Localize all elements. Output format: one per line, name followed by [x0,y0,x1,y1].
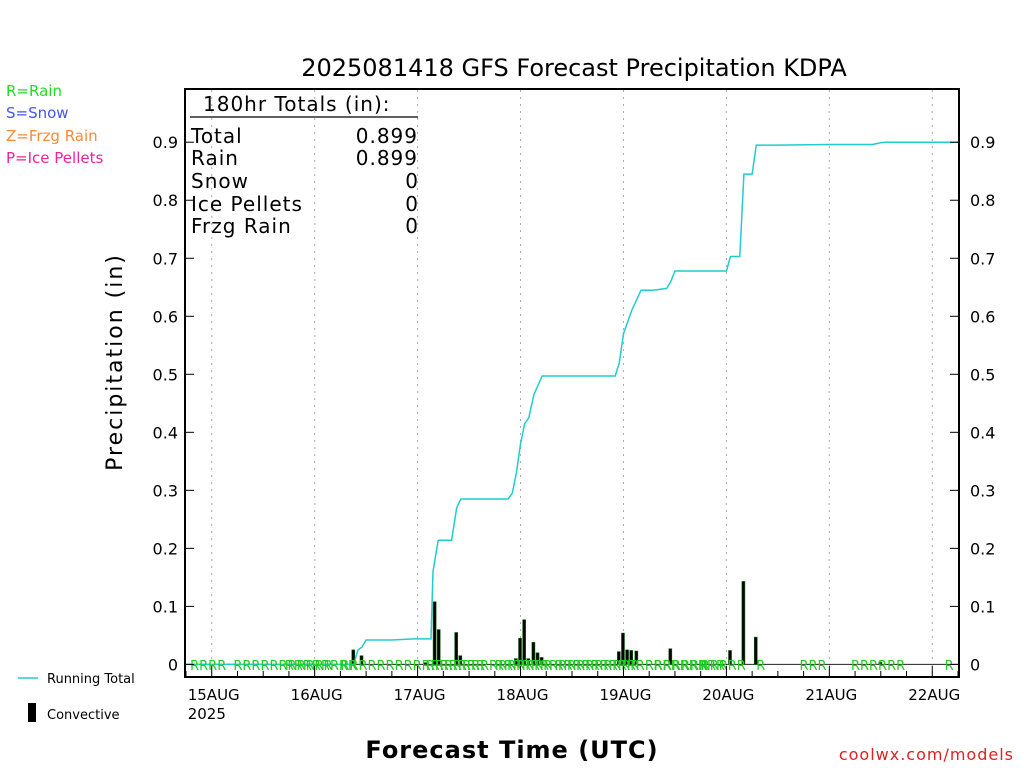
totals-snow-value: 0 [405,169,418,193]
precip-bar [531,642,536,665]
y-tick-label-left: 0.5 [153,365,178,384]
precip-bar [539,657,544,665]
y-tick-label-right: 0 [970,655,980,674]
x-tick-label: 18AUG [497,686,549,704]
precip-type-marker: RRRRR [701,659,746,674]
totals-rain-label: Rain [191,146,239,170]
precip-type-marker: RRRRRRRRRRR [233,659,332,674]
totals-total-label: Total [190,124,243,148]
y-tick-label-right: 0.3 [970,481,995,500]
precip-bar [629,650,634,665]
y-tick-label-left: 0.4 [153,423,178,442]
y-tick-label-right: 0.9 [970,133,995,152]
precip-type-markers: RRRR RRRRRRRRRRRRRRRRRRRRRRRRRRRRRRRRRRRR… [190,659,954,674]
precip-type-marker: RRRRRR [851,659,905,674]
legend-rain: R=Rain [6,82,62,100]
y-tick-label-left: 0.6 [153,307,178,326]
totals-ice-pellets-value: 0 [405,192,418,216]
totals-snow-label: Snow [191,169,249,193]
x-tick-label: 16AUG [291,686,343,704]
precip-type-marker: RRRRRRRR [285,659,357,674]
precip-type-marker: RRR [799,659,826,674]
y-tick-label-right: 0.2 [970,539,995,558]
y-tick-label-left: 0.2 [153,539,178,558]
precip-bar [432,601,437,665]
precip-bar [458,655,463,665]
precip-bar [753,636,758,665]
totals-ice-pellets-label: Ice Pellets [191,192,303,216]
totals-freezing-rain-value: 0 [405,214,418,238]
precip-bar [668,648,673,665]
y-tick-label-left: 0.1 [153,597,178,616]
legend-freezing-rain: Z=Frzg Rain [6,127,98,145]
precip-bar [728,650,732,665]
totals-total-value: 0.899 [356,124,418,148]
y-tick-label-right: 0.5 [970,365,995,384]
precip-type-marker: RRRRRR [671,659,725,674]
y-tick-label-left: 0.9 [153,133,178,152]
precip-type-marker: RRRR [190,659,226,674]
x-tick-label: 17AUG [394,686,446,704]
precip-bar [617,651,621,665]
totals-rain-value: 0.899 [356,146,418,170]
series-legend: Running Total Convective [18,672,135,723]
plot-frame [184,88,960,678]
precip-type-marker: RRRRRRRRRRRRRRRRR [555,659,709,674]
x-tick-sublabel: 2025 [188,705,226,723]
y-axis-ticks: 0 00.1 0.10.2 0.20.3 0.30.4 0.40.5 0.50.6 0.60.… [153,133,996,674]
x-axis-label: Forecast Time (UTC) [365,736,658,764]
y-tick-label-left: 0 [168,655,178,674]
precip-type-marker: RRRRRRRRRRRRRRRR [340,659,485,674]
y-tick-label-left: 0.3 [153,481,178,500]
x-tick-label: 22AUG [908,686,960,704]
precip-bar [621,632,625,665]
y-tick-label-right: 0.6 [970,307,995,326]
convective-precip-bars [186,581,958,665]
running-total-legend-label: Running Total [47,672,135,687]
precip-bar [878,661,883,665]
y-tick-label-right: 0.8 [970,191,995,210]
precip-bar [741,581,746,665]
x-tick-label: 21AUG [805,686,857,704]
totals-freezing-rain-label: Frzg Rain [191,214,292,238]
running-total-line [186,141,958,666]
x-tick-label: 19AUG [599,686,651,704]
y-axis-label: Precipitation (in) [103,253,128,471]
convective-legend-label: Convective [47,708,120,723]
y-tick-label-left: 0.8 [153,191,178,210]
precip-bar [526,658,531,665]
precip-bar [454,632,459,665]
source-watermark: coolwx.com/models [839,745,1014,764]
totals-box: 180hr Totals (in): Total 0.899 Rain 0.89… [190,92,418,238]
precip-bar [436,629,441,665]
precip-bar [634,650,639,665]
precip-bar [625,649,629,665]
convective-legend-swatch [28,703,36,722]
precip-type-marker: R [945,659,954,674]
y-tick-label-right: 0.1 [970,597,995,616]
precip-bar [535,652,540,665]
legend-ice-pellets: P=Ice Pellets [6,149,103,167]
precip-type-marker: RRRRRRRRRRRRRRRR [495,659,640,674]
y-tick-label-left: 0.7 [153,249,178,268]
legend-snow: S=Snow [6,104,69,122]
totals-header: 180hr Totals (in): [203,92,391,116]
precip-bar [359,655,364,665]
precip-type-marker: R [756,659,765,674]
precip-bar [522,619,526,665]
y-tick-label-right: 0.7 [970,249,995,268]
x-tick-label: 15AUG [188,686,240,704]
precip-bar [514,658,518,665]
y-tick-label-right: 0.4 [970,423,995,442]
precip-bar [423,662,428,665]
vertical-gridlines [211,90,933,676]
precip-type-legend: R=Rain S=Snow Z=Frzg Rain P=Ice Pellets [6,82,103,167]
chart-title: 2025081418 GFS Forecast Precipitation KD… [301,54,847,82]
precip-bar [518,637,522,665]
precip-type-marker: RR [653,659,671,674]
x-tick-label: 20AUG [702,686,754,704]
